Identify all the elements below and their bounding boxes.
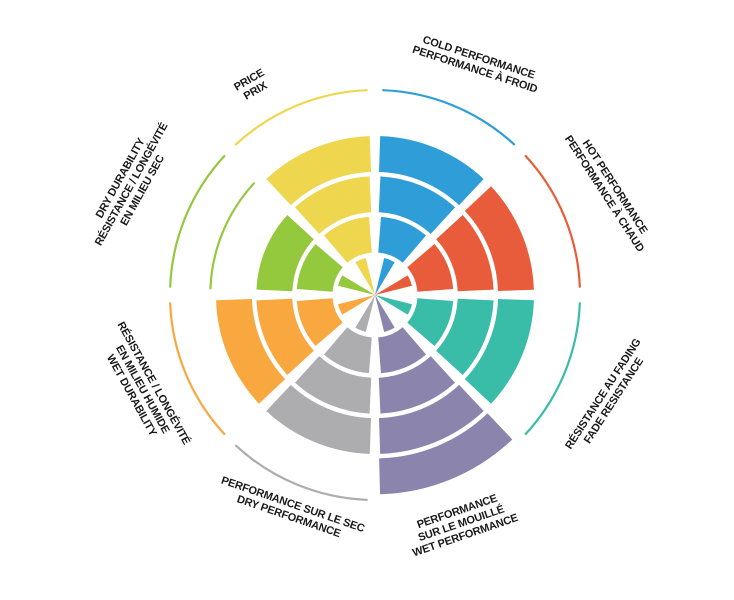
ring-band <box>379 136 484 206</box>
ring-band <box>216 299 286 404</box>
label-line: HOT PERFORMANCE <box>580 138 650 236</box>
empty-ring-arc <box>234 444 368 501</box>
ring-band <box>436 214 494 292</box>
ring-band <box>379 384 484 454</box>
ring-band <box>379 413 513 495</box>
ring-band <box>323 327 372 374</box>
empty-ring-arc <box>524 154 581 288</box>
segment-hot-performance <box>375 154 581 295</box>
ring-band <box>378 356 456 414</box>
ring-band <box>378 216 427 263</box>
ring-band <box>375 295 395 332</box>
ring-band <box>407 243 454 292</box>
ring-band <box>436 298 494 376</box>
ring-band <box>338 295 375 315</box>
ring-band <box>294 176 372 234</box>
empty-ring-arc <box>234 89 368 146</box>
ring-band <box>338 275 375 295</box>
ring-band <box>355 258 375 295</box>
label-line: RÉSISTANCE AU FADING <box>562 336 643 451</box>
ring-band <box>256 214 314 292</box>
empty-ring-arc <box>524 302 581 436</box>
segment-wet-durability <box>169 295 375 436</box>
empty-ring-arc <box>209 182 256 290</box>
segment-fade-resistance <box>375 295 581 436</box>
ring-band <box>378 176 456 234</box>
ring-band <box>296 298 343 347</box>
ring-band <box>266 384 371 454</box>
empty-ring-arc <box>169 302 226 436</box>
segment-cold-performance <box>375 89 516 295</box>
segment-price <box>234 89 375 295</box>
label-line: PERFORMANCE À CHAUD <box>562 133 647 254</box>
segment-wet-performance <box>375 295 513 495</box>
segment-dry-durability <box>169 154 375 295</box>
ring-band <box>266 136 371 206</box>
ring-band <box>256 298 314 376</box>
empty-ring-arc <box>169 154 226 288</box>
ring-band <box>375 258 395 295</box>
ring-band <box>375 275 412 295</box>
label-line: RÉSISTANCE / LONGÉVITÉ <box>92 120 170 247</box>
ring-band <box>464 299 534 404</box>
ring-band <box>375 295 412 315</box>
ring-band <box>407 298 454 347</box>
ring-band <box>355 295 375 332</box>
ring-band <box>296 243 343 292</box>
segment-dry-performance <box>234 295 375 501</box>
empty-ring-arc <box>382 89 516 146</box>
ring-band <box>323 216 372 263</box>
ring-band <box>378 327 427 374</box>
ring-band <box>464 186 534 291</box>
ring-band <box>294 356 372 414</box>
